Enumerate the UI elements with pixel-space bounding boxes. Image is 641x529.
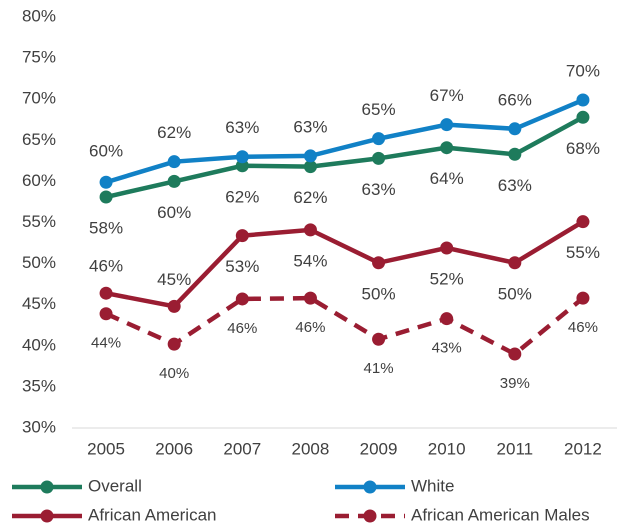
point (303, 291, 317, 305)
point (303, 160, 317, 174)
point (372, 332, 386, 346)
data-label: 60% (89, 142, 123, 161)
data-label: 60% (157, 203, 191, 222)
y-tick-label: 60% (22, 171, 56, 190)
legend-label: Overall (88, 476, 142, 495)
data-label: 41% (364, 360, 394, 377)
x-tick-label: 2008 (292, 439, 330, 458)
point (372, 132, 386, 146)
x-tick-label: 2011 (497, 439, 534, 458)
x-tick-label: 2005 (87, 439, 125, 458)
y-tick-label: 30% (22, 417, 56, 436)
point (576, 110, 590, 124)
x-tick-label: 2006 (155, 439, 193, 458)
point (235, 292, 249, 306)
point (303, 149, 317, 163)
data-label: 50% (362, 284, 396, 303)
data-label: 70% (566, 62, 600, 81)
point (235, 159, 249, 173)
data-label: 63% (498, 176, 532, 195)
data-label: 62% (157, 123, 191, 142)
data-label: 68% (566, 139, 600, 158)
x-tick-label: 2012 (564, 439, 602, 458)
legend-label: African American Males (411, 505, 590, 524)
data-label: 65% (362, 100, 396, 119)
x-tick-label: 2009 (360, 439, 398, 458)
series-line (105, 219, 585, 309)
legend-label: African American (88, 505, 217, 524)
data-label: 66% (498, 90, 532, 109)
point (99, 307, 113, 321)
point (99, 286, 113, 300)
data-label: 39% (500, 375, 530, 392)
point (303, 223, 317, 237)
point (167, 337, 181, 351)
point (235, 150, 249, 164)
y-tick-label: 35% (22, 376, 56, 395)
point (440, 312, 454, 326)
legend-marker (363, 509, 377, 523)
y-tick-label: 55% (22, 212, 56, 231)
point (576, 93, 590, 107)
data-label: 64% (430, 169, 464, 188)
point (440, 118, 454, 132)
legend-label: White (411, 476, 454, 495)
y-tick-label: 70% (22, 89, 56, 108)
data-label: 44% (91, 335, 121, 352)
data-label: 53% (225, 257, 259, 276)
data-label: 54% (293, 251, 327, 270)
data-label: 63% (293, 117, 327, 136)
data-label: 67% (430, 86, 464, 105)
data-label: 62% (293, 188, 327, 207)
point (508, 147, 522, 161)
y-tick-label: 65% (22, 130, 56, 149)
point (508, 256, 522, 270)
x-tick-label: 2010 (428, 439, 466, 458)
point (372, 256, 386, 270)
legend-marker (40, 480, 54, 494)
point (167, 299, 181, 313)
data-label: 63% (362, 180, 396, 199)
data-label: 46% (568, 319, 598, 336)
point (576, 215, 590, 229)
point (99, 190, 113, 204)
x-tick-label: 2007 (223, 439, 261, 458)
data-label: 46% (295, 319, 325, 336)
series-line (105, 97, 584, 185)
data-label: 40% (159, 365, 189, 382)
data-label: 52% (430, 269, 464, 288)
point (167, 174, 181, 188)
data-label: 58% (89, 219, 123, 238)
data-label: 50% (498, 284, 532, 303)
point (576, 291, 590, 305)
point (440, 141, 454, 155)
series-line (105, 295, 585, 357)
y-tick-label: 45% (22, 294, 56, 313)
data-label: 45% (157, 270, 191, 289)
legend-marker (40, 509, 54, 523)
point (99, 175, 113, 189)
data-label: 46% (227, 320, 257, 337)
point (440, 241, 454, 255)
point (508, 122, 522, 136)
y-tick-label: 40% (22, 335, 56, 354)
y-tick-label: 50% (22, 253, 56, 272)
y-tick-label: 75% (22, 48, 56, 67)
point (167, 155, 181, 169)
data-label: 43% (432, 340, 462, 357)
legend-marker (363, 480, 377, 494)
y-tick-label: 80% (22, 6, 56, 25)
point (508, 347, 522, 361)
data-label: 63% (225, 118, 259, 137)
data-label: 55% (566, 243, 600, 262)
data-label: 46% (89, 257, 123, 276)
series-line (105, 115, 585, 200)
point (372, 151, 386, 165)
point (235, 229, 249, 243)
data-label: 62% (225, 187, 259, 206)
